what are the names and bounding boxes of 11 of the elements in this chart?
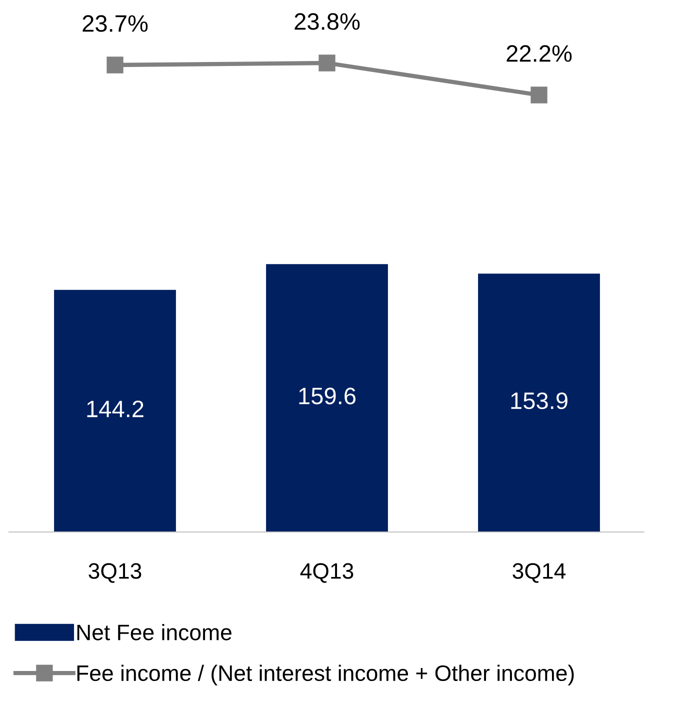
x-tick-label: 4Q13 [300,563,354,583]
data-label: 23.8% [294,13,360,30]
data-label: 22.2% [506,45,572,62]
data-label: 159.6 [299,388,356,404]
data-label: 144.2 [87,400,144,418]
legend-label: Fee income / (Net interest income + Other income) [77,664,574,686]
x-tick-label: 3Q13 [88,563,142,583]
legend-label: Net Fee income [77,624,232,640]
x-tick-label: 3Q14 [512,563,566,583]
data-label: 153.9 [511,392,568,410]
data-label: 23.7% [82,15,148,32]
